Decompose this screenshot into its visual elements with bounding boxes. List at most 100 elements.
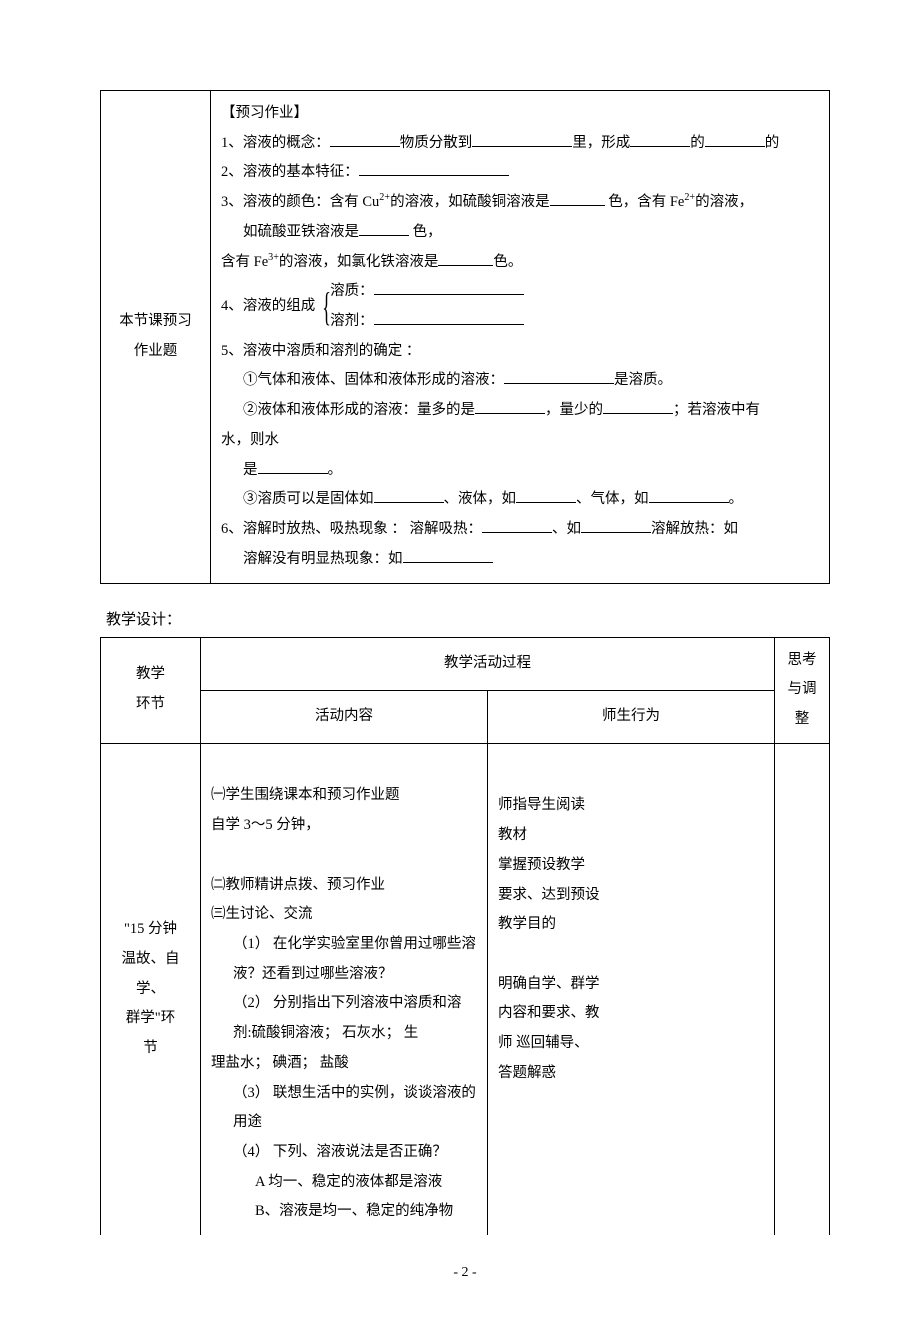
section-label: 教学设计： [106,608,830,629]
q2: 2、溶液的基本特征： [221,158,819,188]
q1-a: 1、溶液的概念： [221,135,330,151]
q4-a: 4、溶液的组成 [221,298,315,314]
preview-heading: 【预习作业】 [221,99,819,129]
q3-d: 的溶液， [695,194,753,210]
q3-c-sup: 2+ [684,192,695,203]
q5-e: 是。 [221,456,819,486]
q4-c: 溶剂： [330,313,374,329]
q3-c: 色，含有 Fe [605,194,685,210]
blank [330,132,400,147]
head-col4: 思考 与调 整 [775,637,830,743]
preview-label-line1: 本节课预习 [119,313,192,329]
blank [516,488,576,503]
teaching-design-table: 教学 环节 教学活动过程 思考 与调 整 活动内容 师生行为 "15 分钟 温故… [100,637,830,1236]
preview-content-cell: 【预习作业】 1、溶液的概念：物质分散到里，形成的的 2、溶液的基本特征： 3、… [211,91,830,584]
row1-col1-l4: 节 [143,1040,158,1056]
act-e: （1） 在化学实验室里你曾用过哪些溶液？还看到过哪些溶液？ [211,930,477,989]
beh-f: 明确自学、群学 [498,970,764,1000]
q4: 4、溶液的组成 { 溶质： 溶剂： [221,277,819,336]
q6-b: 、如 [552,521,581,537]
head-col4-l3: 整 [795,711,810,727]
beh-c: 掌握预设教学 [498,851,764,881]
act-a: ㈠学生围绕课本和预习作业题 [211,781,477,811]
q5-e1: 是 [243,462,258,478]
row1-col1: "15 分钟 温故、自学、 群学"环 节 [101,743,201,1235]
act-j: A 均一、稳定的液体都是溶液 [211,1168,477,1198]
head-col1-l2: 环节 [136,696,165,712]
q5-f: ③溶质可以是固体如 、液体，如 、气体，如 。 [221,485,819,515]
q5-f4: 。 [729,491,744,507]
blank [438,250,493,265]
q5-f2: 、液体，如 [444,491,517,507]
row1-notes [775,743,830,1235]
q5-d: 水，则水 [221,426,819,456]
q1-e: 的 [765,135,780,151]
q5-c: ②液体和液体形成的溶液：量多的是，量少的；若溶液中有 [221,396,819,426]
beh-e: 教学目的 [498,910,764,940]
head-mid: 教学活动过程 [201,637,775,690]
preview-label-cell: 本节课预习 作业题 [101,91,211,584]
q5-c1: ②液体和液体形成的溶液：量多的是 [243,402,475,418]
q5-a: 5、溶液中溶质和溶剂的确定 ： [221,337,819,367]
q4-b: 溶质： [330,283,374,299]
act-i: （4） 下列、溶液说法是否正确？ [211,1138,477,1168]
q5-b1: ①气体和液体、固体和液体形成的溶液： [243,372,504,388]
blank [603,399,673,414]
blank [374,280,524,295]
blank [359,161,509,176]
blank [374,488,444,503]
blank [581,518,651,533]
q1-d: 的 [690,135,705,151]
preview-label-line2: 作业题 [134,343,178,359]
beh-i: 答题解惑 [498,1059,764,1089]
row1-col1-l3: 群学"环 [126,1010,175,1026]
row1-behavior: 师指导生阅读 教材 掌握预设教学 要求、达到预设 教学目的 明确自学、群学 内容… [488,743,775,1235]
act-c: ㈡教师精讲点拨、预习作业 [211,871,477,901]
q2-a: 2、溶液的基本特征： [221,164,359,180]
q5-f3: 、气体，如 [576,491,649,507]
q6-line1: 6、溶解时放热、吸热现象 ： 溶解吸热： 、如 溶解放热：如 [221,515,819,545]
brace-rows: 溶质： 溶剂： [330,277,524,336]
q3-i: 色。 [493,254,522,270]
q5-e2: 。 [328,462,343,478]
q5-b: ①气体和液体、固体和液体形成的溶液： 是溶质。 [221,366,819,396]
q1-c: 里，形成 [572,135,630,151]
brace-icon: { [322,287,331,327]
beh-h: 师 巡回辅导、 [498,1029,764,1059]
row1-activity: ㈠学生围绕课本和预习作业题 自学 3～5 分钟， ㈡教师精讲点拨、预习作业 ㈢生… [201,743,488,1235]
beh-a: 师指导生阅读 [498,791,764,821]
q5-b2: 是溶质。 [614,372,672,388]
blank [705,132,765,147]
beh-g: 内容和要求、教 [498,999,764,1029]
act-f: （2） 分别指出下列溶液中溶质和溶剂:硫酸铜溶液； 石灰水； 生 [211,989,477,1048]
q6-line2: 溶解没有明显热现象：如 [221,545,819,575]
head-col1: 教学 环节 [101,637,201,743]
q5-c2: ，量少的 [545,402,603,418]
blank [630,132,690,147]
blank [649,488,729,503]
head-sub2: 师生行为 [488,690,775,743]
q3-h: 的溶液，如氯化铁溶液是 [279,254,439,270]
q3-e: 如硫酸亚铁溶液是 [243,224,359,240]
q3-line3: 含有 Fe3+的溶液，如氯化铁溶液是色。 [221,248,819,278]
blank [403,548,493,563]
q6-a: 6、溶解时放热、吸热现象 ： 溶解吸热： [221,521,482,537]
brace-wrap: { 溶质： 溶剂： [319,277,524,336]
blank [359,221,409,236]
act-h: （3） 联想生活中的实例，谈谈溶液的用途 [211,1079,477,1138]
q6-c: 溶解放热：如 [651,521,738,537]
act-k: B、溶液是均一、稳定的纯净物 [211,1197,477,1227]
q5-f1: ③溶质可以是固体如 [243,491,374,507]
act-d: ㈢生讨论、交流 [211,900,477,930]
q1: 1、溶液的概念：物质分散到里，形成的的 [221,129,819,159]
q3-g: 含有 Fe [221,254,268,270]
blank [475,399,545,414]
head-col4-l1: 思考 [788,652,817,668]
blank [472,132,572,147]
q3-line1: 3、溶液的颜色：含有 Cu2+的溶液，如硫酸铜溶液是 色，含有 Fe2+的溶液， [221,188,819,218]
head-col1-l1: 教学 [136,666,165,682]
blank [504,369,614,384]
blank [374,310,524,325]
beh-b: 教材 [498,821,764,851]
head-col4-l2: 与调 [788,681,817,697]
